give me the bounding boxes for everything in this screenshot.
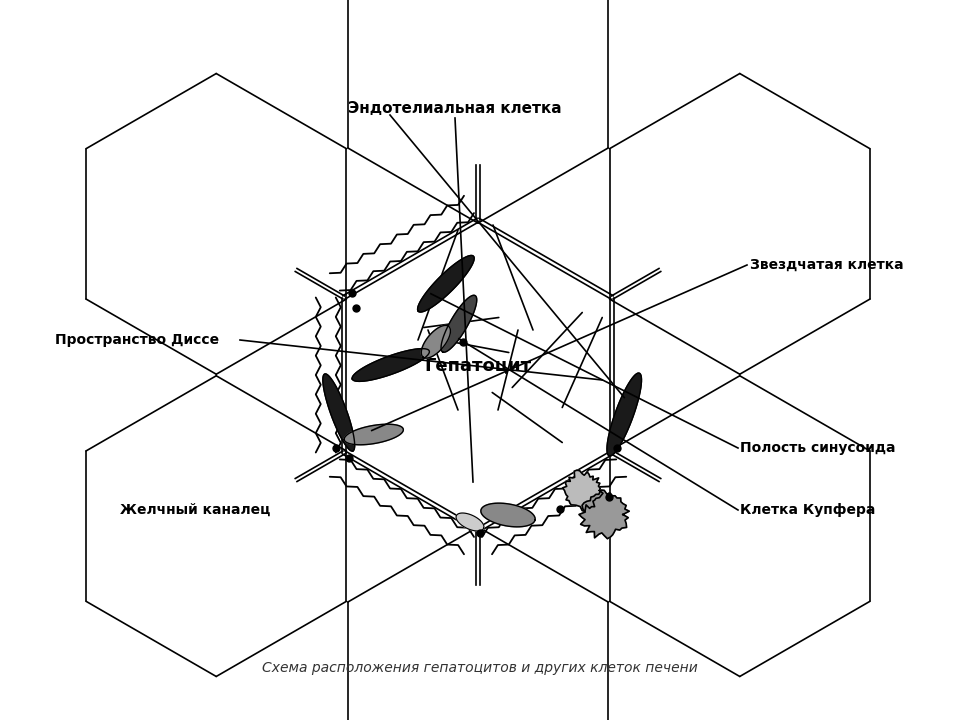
Polygon shape: [345, 424, 403, 445]
Polygon shape: [579, 490, 629, 539]
Text: Желчный каналец: Желчный каналец: [120, 503, 271, 517]
Text: Пространство Диссе: Пространство Диссе: [55, 333, 219, 347]
Text: Звездчатая клетка: Звездчатая клетка: [750, 258, 903, 272]
Text: Эндотелиальная клетка: Эндотелиальная клетка: [348, 101, 562, 115]
Polygon shape: [421, 325, 450, 358]
Polygon shape: [418, 256, 474, 312]
Text: Клетка Купфера: Клетка Купфера: [740, 503, 876, 517]
Polygon shape: [456, 513, 484, 531]
Text: Гепатоцит: Гепатоцит: [424, 356, 532, 374]
Polygon shape: [441, 295, 477, 352]
Polygon shape: [563, 470, 603, 511]
Polygon shape: [481, 503, 535, 527]
Polygon shape: [323, 374, 354, 451]
Polygon shape: [607, 373, 641, 456]
Text: Схема расположения гепатоцитов и других клеток печени: Схема расположения гепатоцитов и других …: [262, 661, 698, 675]
Polygon shape: [352, 348, 429, 382]
Text: Полость синусоида: Полость синусоида: [740, 441, 896, 455]
